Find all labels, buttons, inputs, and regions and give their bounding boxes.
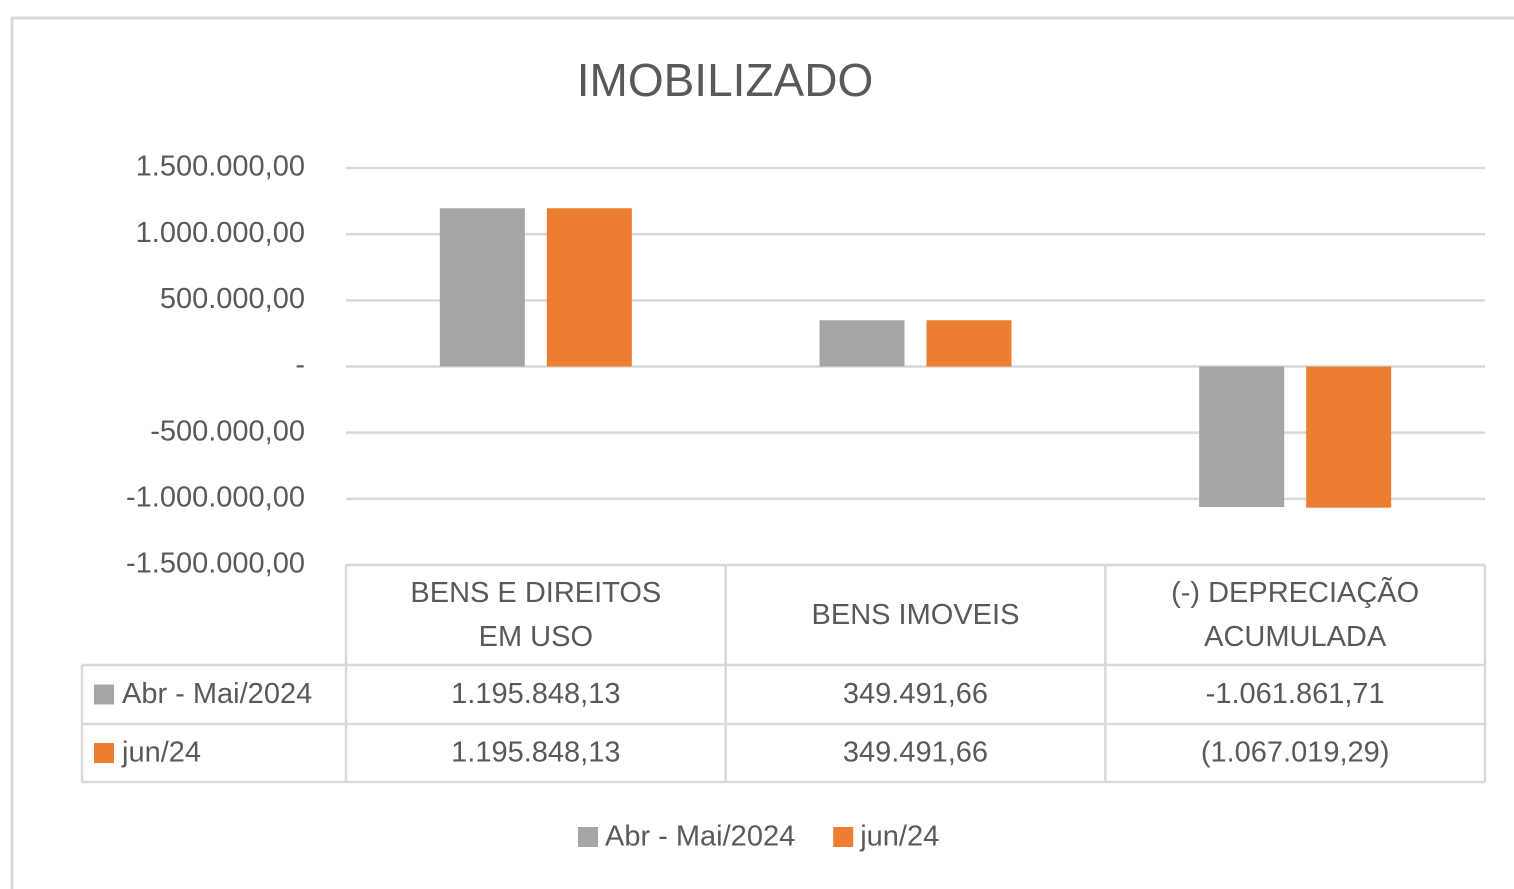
legend-label: Abr - Mai/2024 <box>605 821 795 853</box>
y-tick-label: -1.000.000,00 <box>126 481 305 513</box>
bar <box>1306 366 1392 508</box>
legend-label: jun/24 <box>121 737 201 769</box>
y-tick-label: 500.000,00 <box>160 283 305 315</box>
value-label: 1.195.848,13 <box>451 678 620 710</box>
legend-label: jun/24 <box>859 821 939 853</box>
value-label: 349.491,66 <box>843 678 988 710</box>
value-label: -1.061.861,71 <box>1206 678 1385 710</box>
x-tick-label: BENS E DIREITOS EM USO <box>410 577 662 653</box>
y-tick-label: -1.500.000,00 <box>126 548 305 580</box>
legend-swatch <box>833 827 854 847</box>
value-label: (1.067.019,29) <box>1201 737 1390 769</box>
bar <box>546 208 632 367</box>
y-tick-label: - <box>295 349 305 381</box>
bar <box>439 208 525 367</box>
legend-swatch <box>94 684 114 705</box>
x-tick-label: (-) DEPRECIAÇÃO ACUMULADA <box>1171 577 1420 653</box>
value-label: 1.195.848,13 <box>451 737 620 769</box>
legend-swatch <box>578 827 598 847</box>
bar <box>926 320 1012 367</box>
bar <box>1199 366 1285 508</box>
legend-label: Abr - Mai/2024 <box>122 678 312 710</box>
value-label: 349.491,66 <box>843 737 988 769</box>
x-tick-label: BENS IMOVEIS <box>811 599 1020 631</box>
bar <box>819 320 905 367</box>
chart-title: IMOBILIZADO <box>577 54 873 106</box>
y-tick-label: 1.000.000,00 <box>136 217 305 249</box>
y-tick-label: 1.500.000,00 <box>136 151 305 183</box>
legend-swatch <box>94 743 114 763</box>
y-tick-label: -500.000,00 <box>150 415 305 447</box>
